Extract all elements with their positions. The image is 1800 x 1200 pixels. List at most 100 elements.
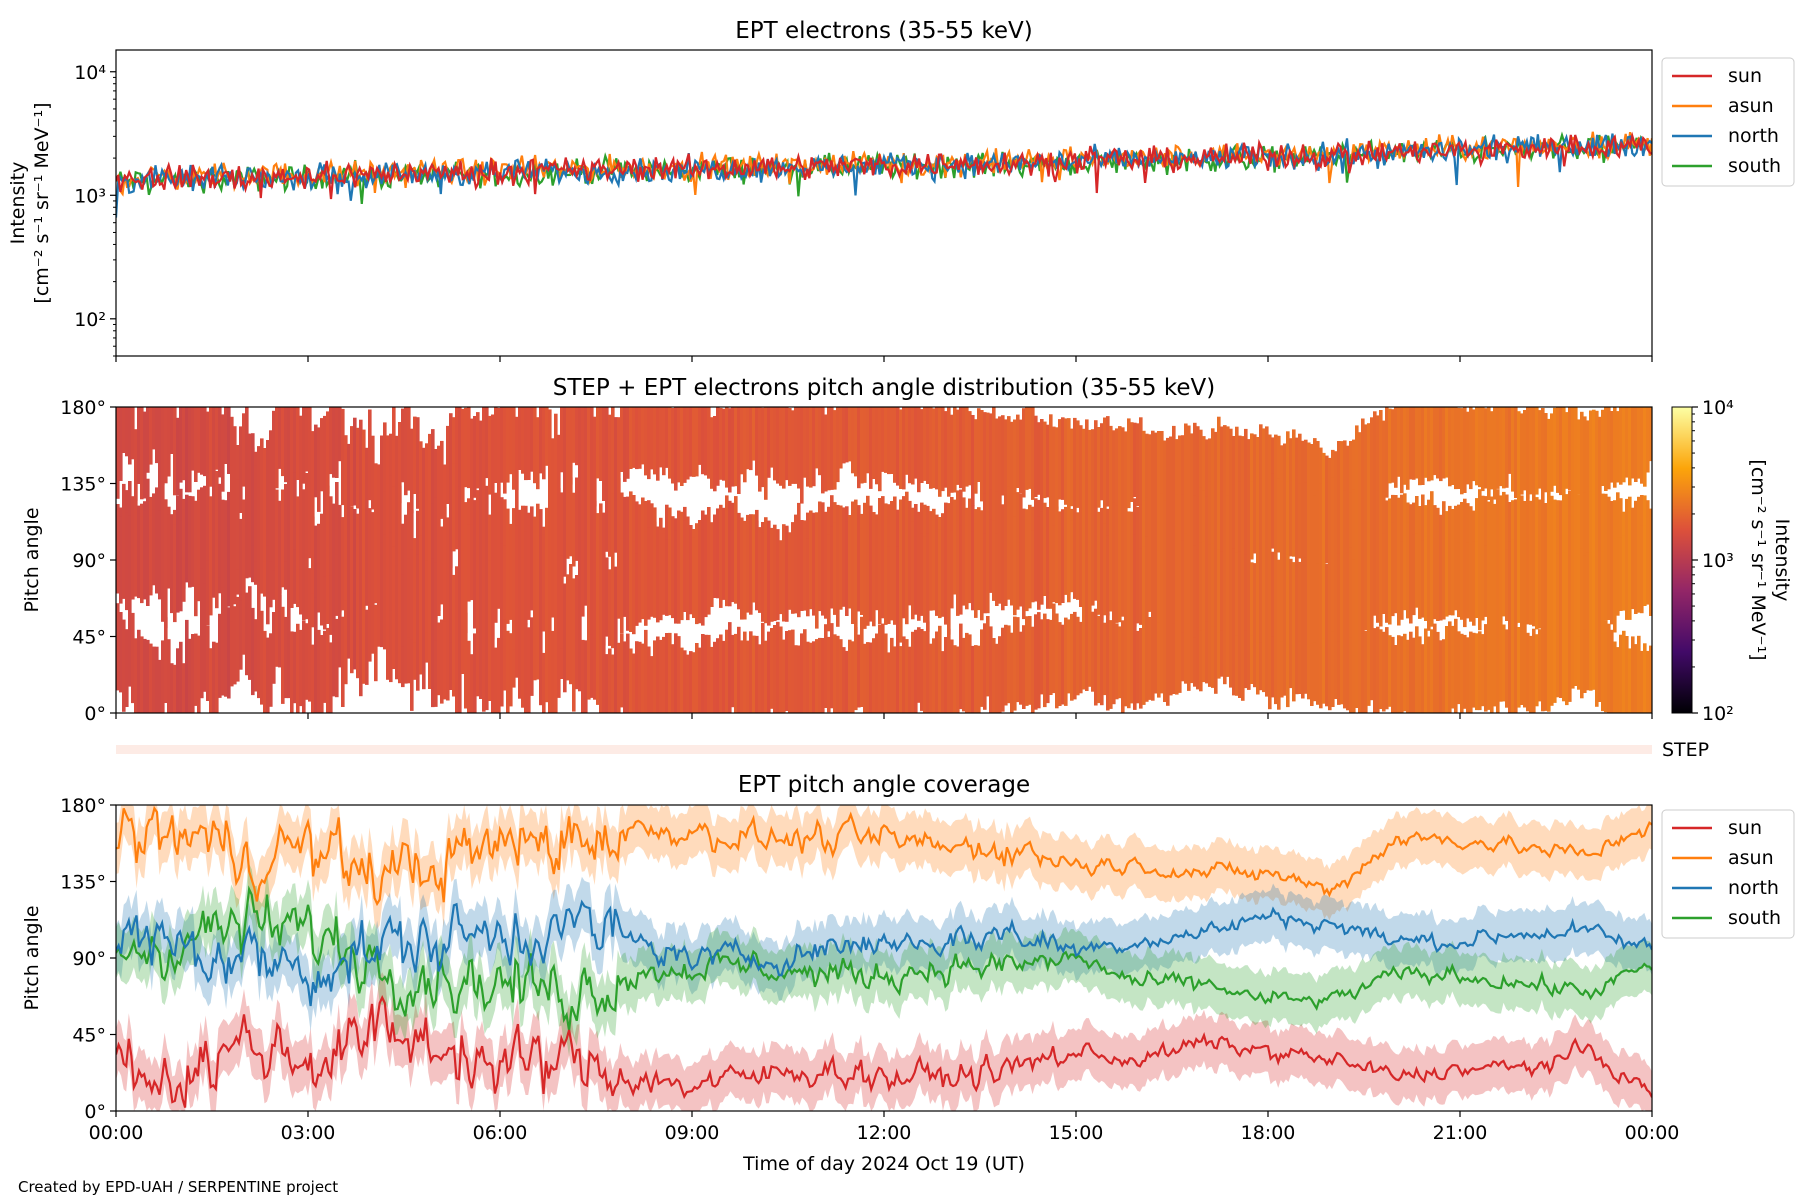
heatmap-cell: [764, 529, 768, 624]
heatmap-cell: [1076, 515, 1080, 600]
heatmap-cell: [674, 530, 678, 624]
heatmap-cell: [869, 407, 873, 489]
heatmap-cell: [482, 614, 486, 712]
heatmap-cell: [1340, 545, 1344, 641]
heatmap-cell: [1502, 491, 1506, 585]
heatmap-cell: [1247, 613, 1251, 690]
heatmap-cell: [1163, 609, 1167, 702]
heatmap-cell: [443, 464, 447, 544]
heatmap-cell: [581, 407, 585, 492]
heatmap-cell: [1385, 627, 1389, 710]
heatmap-cell: [1373, 411, 1377, 505]
heatmap-cell: [1406, 639, 1410, 713]
heatmap-cell: [1157, 550, 1161, 623]
heatmap-cell: [323, 500, 327, 577]
heatmap-cell: [791, 538, 795, 613]
heatmap-cell: [461, 408, 465, 486]
heatmap-cell: [125, 629, 129, 707]
heatmap-cell: [773, 625, 777, 713]
heatmap-cell: [1331, 624, 1335, 707]
heatmap-cell: [1037, 612, 1041, 709]
heatmap-cell: [485, 485, 489, 579]
heatmap-cell: [944, 637, 948, 713]
heatmap-cell: [1424, 407, 1428, 478]
heatmap-cell: [995, 533, 999, 606]
heatmap-cell: [1451, 625, 1455, 709]
heatmap-cell: [131, 612, 135, 704]
heatmap-cell: [1046, 619, 1050, 704]
heatmap-cell: [584, 461, 588, 555]
heatmap-cell: [956, 520, 960, 616]
heatmap-cell: [416, 510, 420, 593]
heatmap-cell: [674, 407, 678, 491]
heatmap-cell: [1601, 493, 1605, 574]
x-tick-label: 00:00: [89, 1122, 144, 1144]
heatmap-cell: [1544, 413, 1548, 493]
heatmap-cell: [278, 500, 282, 594]
heatmap-cell: [338, 595, 342, 668]
heatmap-cell: [1460, 408, 1464, 495]
heatmap-cell: [1271, 551, 1275, 637]
heatmap-cell: [440, 619, 444, 704]
heatmap-cell: [1058, 419, 1062, 500]
heatmap-cell: [239, 518, 243, 595]
heatmap-cell: [614, 417, 618, 492]
heatmap-cell: [1565, 412, 1569, 489]
heatmap-cell: [1013, 516, 1017, 616]
heatmap-cell: [236, 596, 240, 682]
heatmap-cell: [1361, 498, 1365, 576]
heatmap-cell: [557, 614, 561, 698]
heatmap-cell: [1583, 607, 1587, 693]
heatmap-cell: [893, 407, 897, 483]
heatmap-cell: [1598, 416, 1602, 496]
heatmap-cell: [629, 534, 633, 632]
heatmap-cell: [1592, 409, 1596, 502]
heatmap-cell: [1274, 609, 1278, 705]
heatmap-cell: [521, 505, 525, 604]
x-tick-label: 15:00: [1049, 1122, 1104, 1144]
heatmap-cell: [1124, 431, 1128, 517]
heatmap-cell: [860, 407, 864, 484]
heatmap-cell: [983, 533, 987, 614]
heatmap-cell: [1421, 407, 1425, 485]
series-line-north: [116, 899, 1652, 1007]
heatmap-cell: [158, 407, 162, 497]
heatmap-cell: [686, 654, 690, 713]
heatmap-cell: [965, 525, 969, 610]
heatmap-cell: [938, 625, 942, 713]
heatmap-cell: [1532, 488, 1536, 584]
heatmap-cell: [677, 636, 681, 713]
heatmap-cell: [1292, 485, 1296, 557]
heatmap-cell: [545, 507, 549, 593]
heatmap-cell: [1202, 490, 1206, 577]
heatmap-cell: [224, 500, 228, 575]
heatmap-cell: [1619, 407, 1623, 485]
legend-box: [1661, 809, 1795, 939]
heatmap-cell: [590, 617, 594, 698]
heatmap-cell: [740, 407, 744, 475]
heatmap-cell: [992, 520, 996, 601]
heatmap-cell: [302, 547, 306, 621]
heatmap-cell: [224, 407, 228, 464]
heatmap-cell: [1571, 539, 1575, 633]
heatmap-cell: [230, 611, 234, 687]
heatmap-cell: [863, 407, 867, 483]
heatmap-cell: [1514, 619, 1518, 713]
heatmap-cell: [734, 407, 738, 487]
heatmap-cell: [1082, 608, 1086, 690]
heatmap-cell: [1130, 422, 1134, 502]
heatmap-cell: [830, 526, 834, 609]
heatmap-cell: [1115, 623, 1119, 700]
heatmap-cell: [452, 574, 456, 654]
heatmap-cell: [1049, 414, 1053, 508]
heatmap-cell: [1643, 525, 1647, 606]
heatmap-cell: [362, 604, 366, 684]
heatmap-cell: [1562, 407, 1566, 498]
heatmap-cell: [1586, 552, 1590, 638]
heatmap-cell: [455, 463, 459, 550]
heatmap-cell: [1106, 613, 1110, 711]
heatmap-cell: [1391, 636, 1395, 713]
heatmap-cell: [1334, 547, 1338, 642]
heatmap-cell: [599, 503, 603, 599]
